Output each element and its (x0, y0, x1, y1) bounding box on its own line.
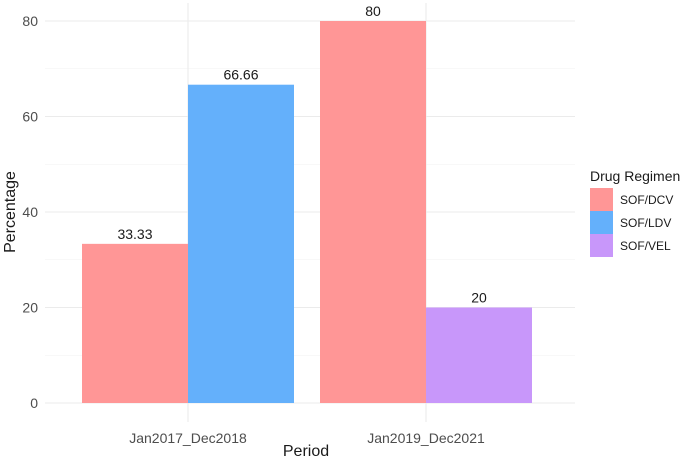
y-axis: 0 20 40 60 80 (22, 13, 38, 411)
y-axis-title: Percentage (2, 171, 19, 253)
y-tick-label: 40 (22, 204, 38, 220)
bar-sof-dcv (82, 243, 188, 403)
legend-label: SOF/VEL (620, 239, 671, 253)
legend-swatch (590, 211, 613, 234)
bar-sof-dcv (320, 21, 426, 403)
y-tick-label: 20 (22, 300, 38, 316)
bar-value-label: 66.66 (223, 67, 258, 83)
data-labels: 33.33 66.66 80 20 (117, 3, 487, 306)
y-tick-label: 0 (30, 395, 38, 411)
bars (82, 21, 532, 404)
bar-value-label: 80 (365, 3, 381, 19)
x-tick-label: Jan2019_Dec2021 (367, 430, 485, 446)
legend-label: SOF/LDV (620, 216, 671, 230)
bar-sof-ldv (188, 84, 294, 404)
legend-label: SOF/DCV (620, 193, 673, 207)
legend-title: Drug Regimen (590, 168, 680, 184)
legend-swatch (590, 234, 613, 257)
x-tick-label: Jan2017_Dec2018 (129, 430, 247, 446)
bar-value-label: 20 (471, 290, 487, 306)
y-tick-label: 60 (22, 109, 38, 125)
x-axis: Jan2017_Dec2018 Jan2019_Dec2021 (129, 430, 485, 446)
y-tick-label: 80 (22, 13, 38, 29)
bar-sof-vel (426, 307, 532, 403)
bar-value-label: 33.33 (117, 226, 152, 242)
x-axis-title: Period (283, 443, 329, 460)
legend: Drug Regimen SOF/DCV SOF/LDV SOF/VEL (590, 168, 680, 257)
legend-swatch (590, 188, 613, 211)
